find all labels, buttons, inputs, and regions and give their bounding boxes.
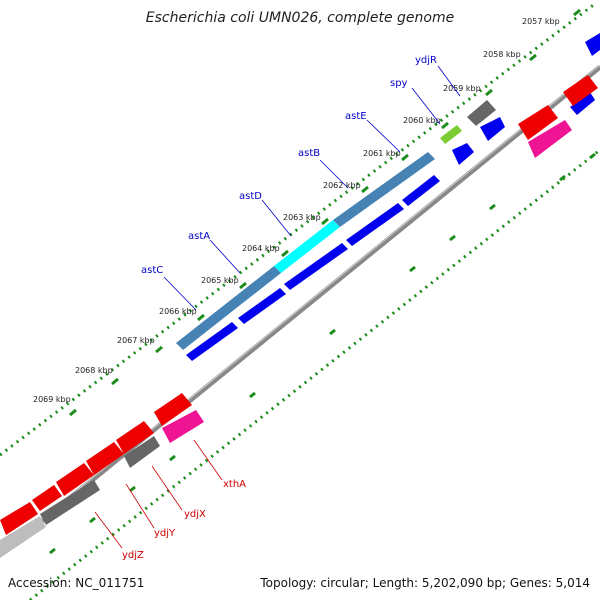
- kbp-label: 2064 kbp: [242, 244, 280, 253]
- map-title: Escherichia coli UMN026, complete genome: [145, 10, 455, 26]
- leader-line: [125, 483, 155, 529]
- kbp-tick: [111, 377, 119, 386]
- gene-label-astC: astC: [141, 265, 163, 276]
- kbp-label: 2061 kbp: [363, 149, 401, 158]
- gene-band-spy: [440, 125, 462, 144]
- kbp-label: 2067 kbp: [117, 336, 155, 345]
- backbone-axis: [0, 65, 600, 557]
- gene-band-astC: [176, 266, 281, 350]
- kbp-label: 2068 kbp: [75, 366, 113, 375]
- kbp-label: 2058 kbp: [483, 50, 521, 59]
- reverse-gene-labels: xthA ydjX ydjY ydjZ: [94, 439, 246, 561]
- kbp-tick: [197, 313, 205, 322]
- kbp-label: 2065 kbp: [201, 276, 239, 285]
- leader-line: [319, 159, 349, 189]
- leader-line: [193, 439, 223, 481]
- reverse-gene-bands: [0, 120, 572, 558]
- cds-arrow: [284, 243, 348, 290]
- leader-line: [366, 119, 401, 153]
- cds-arrow: [0, 502, 38, 535]
- kbp-tick: [321, 217, 329, 226]
- cds-arrow: [563, 75, 598, 106]
- kbp-label: 2057 kbp: [522, 17, 560, 26]
- cds-arrow: [32, 485, 62, 511]
- kbp-label: 2059 kbp: [443, 84, 481, 93]
- gene-label-astD: astD: [239, 191, 262, 202]
- gene-band-astD: [333, 152, 435, 227]
- accession-text: Accession: NC_011751: [8, 576, 145, 590]
- cds-arrow: [238, 288, 286, 324]
- gene-label-xthA: xthA: [223, 479, 246, 490]
- gene-label-ydjR: ydjR: [415, 55, 437, 66]
- gene-label-astE: astE: [345, 111, 367, 122]
- leader-line: [151, 465, 183, 511]
- cds-arrow: [116, 421, 154, 454]
- cds-arrow: [518, 105, 558, 140]
- kbp-tick: [441, 121, 449, 130]
- reverse-cds: [0, 75, 598, 535]
- gene-label-ydjZ: ydjZ: [122, 550, 144, 561]
- cds-arrow: [56, 463, 94, 496]
- kbp-tick: [239, 281, 247, 290]
- cds-arrow: [570, 92, 595, 115]
- leader-line: [163, 276, 197, 311]
- cds-arrow: [346, 203, 404, 246]
- leader-line: [437, 65, 461, 97]
- gene-band-xthA: [162, 410, 204, 443]
- cds-arrow: [480, 117, 505, 141]
- gene-label-ydjY: ydjY: [154, 528, 176, 539]
- leader-line: [209, 239, 241, 274]
- kbp-label: 2060 kbp: [403, 116, 441, 125]
- cds-arrow: [585, 33, 600, 56]
- kbp-tick: [485, 88, 493, 97]
- minor-ticks: [49, 152, 596, 555]
- gene-label-astB: astB: [298, 148, 320, 159]
- kbp-tick: [401, 153, 409, 162]
- kbp-tick: [281, 249, 289, 258]
- gene-label-ydjX: ydjX: [184, 509, 206, 520]
- gene-band-ydjZ: [40, 480, 100, 525]
- kbp-label: 2066 kbp: [159, 307, 197, 316]
- cds-arrow: [154, 393, 192, 426]
- gene-band-ydjR: [467, 100, 496, 126]
- gene-bands: [176, 100, 496, 350]
- gene-band-ydjX: [124, 436, 160, 468]
- kbp-label: 2063 kbp: [283, 213, 321, 222]
- outer-dotted-ring: [0, 1, 597, 457]
- forward-gene-labels: ydjR spy astE astB astD astA astC: [141, 55, 461, 311]
- cds-arrow: [402, 175, 440, 206]
- gene-band-light: [0, 516, 46, 558]
- gene-label-astA: astA: [188, 231, 210, 242]
- kbp-tick: [69, 408, 77, 417]
- topology-text: Topology: circular; Length: 5,202,090 bp…: [260, 576, 590, 590]
- kbp-label: 2062 kbp: [323, 181, 361, 190]
- cds-arrow: [186, 322, 238, 361]
- forward-cds: [186, 33, 600, 361]
- kbp-tick: [573, 8, 581, 17]
- cds-arrow: [86, 442, 124, 475]
- kbp-ticks: 2057 kbp 2058 kbp 2059 kbp 2060 kbp 2061…: [33, 8, 581, 417]
- kbp-tick: [529, 53, 537, 62]
- leader-line: [261, 199, 292, 237]
- kbp-tick: [155, 345, 163, 354]
- backbone-axis-highlight: [0, 64, 600, 554]
- kbp-label: 2069 kbp: [33, 395, 71, 404]
- gene-band-pink-upper: [528, 120, 572, 158]
- gene-label-spy: spy: [390, 78, 408, 89]
- cds-arrow: [452, 143, 474, 165]
- gene-band-astA: [274, 220, 340, 273]
- leader-line: [94, 511, 123, 549]
- kbp-tick: [361, 185, 369, 194]
- leader-line: [411, 87, 441, 125]
